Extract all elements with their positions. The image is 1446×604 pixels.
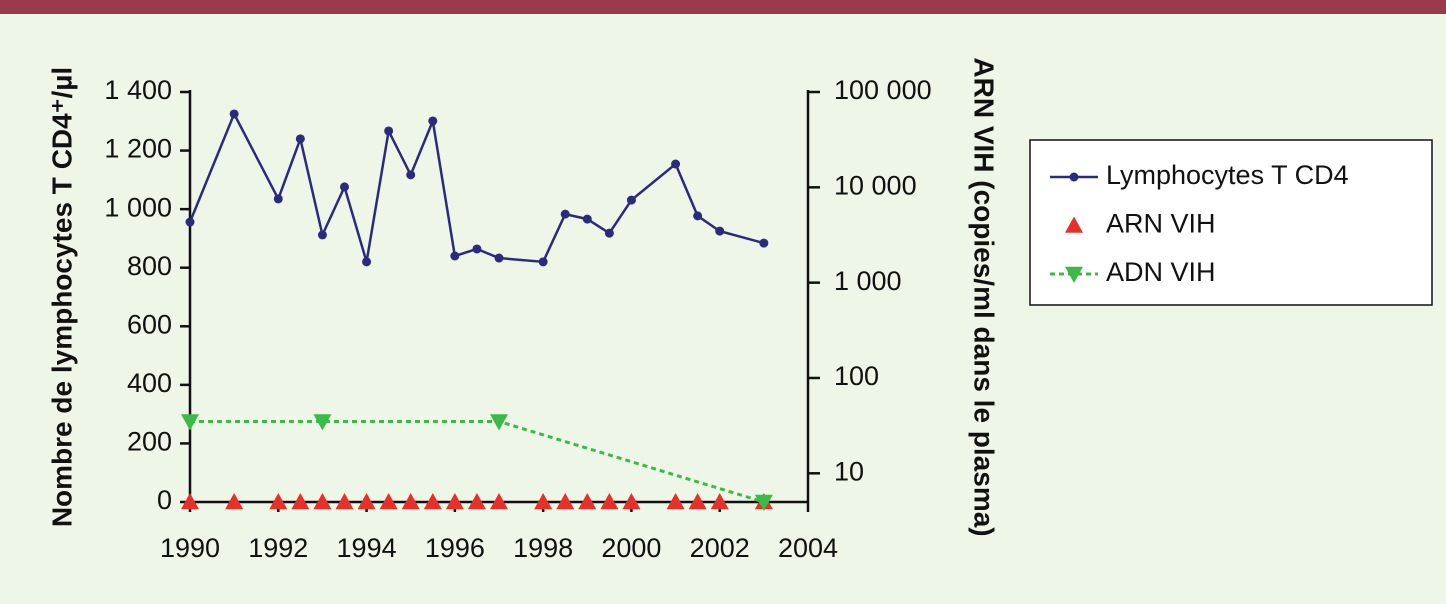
point xyxy=(472,244,482,254)
point xyxy=(225,493,244,510)
legend xyxy=(1029,139,1433,306)
point xyxy=(467,493,486,510)
point xyxy=(560,209,570,219)
point xyxy=(556,493,575,510)
x-tick-label: 2000 xyxy=(601,533,661,563)
point xyxy=(666,493,685,510)
legend-marker xyxy=(1069,172,1079,182)
point xyxy=(693,211,703,221)
legend-label: ADN VIH xyxy=(1106,257,1216,287)
point xyxy=(578,493,597,510)
point xyxy=(423,493,442,510)
y2-tick-label: 10 xyxy=(834,456,864,486)
point xyxy=(754,494,773,511)
point xyxy=(710,493,729,510)
legend-marker xyxy=(1065,266,1083,283)
point xyxy=(313,493,332,510)
point xyxy=(317,230,327,240)
point xyxy=(671,159,681,169)
point xyxy=(273,194,283,204)
legend-marker xyxy=(1065,216,1083,233)
point xyxy=(362,257,372,267)
point xyxy=(604,228,614,238)
series-line xyxy=(188,110,765,264)
x-tick-label: 1996 xyxy=(425,533,485,563)
y2-tick-label: 100 000 xyxy=(834,75,932,105)
point xyxy=(185,217,195,227)
y-tick-label: 1 400 xyxy=(104,75,172,105)
x-tick-label: 1998 xyxy=(513,533,573,563)
point xyxy=(626,195,636,205)
point xyxy=(715,226,725,236)
point xyxy=(428,116,438,126)
legend-label: Lymphocytes T CD4 xyxy=(1106,160,1349,190)
top-bar xyxy=(0,0,1446,14)
point xyxy=(379,493,398,510)
point xyxy=(445,493,464,510)
point xyxy=(384,126,394,136)
y-tick-label: 200 xyxy=(127,427,172,457)
point xyxy=(181,414,199,431)
point xyxy=(406,170,416,180)
point xyxy=(269,493,288,510)
y2-tick-label: 100 xyxy=(834,361,879,391)
x-tick-label: 1994 xyxy=(337,533,397,563)
y-tick-label: 1 000 xyxy=(104,192,172,222)
y-axis-title: Nombre de lymphocytes T CD4⁺/µl xyxy=(46,67,77,527)
x-tick-label: 2002 xyxy=(690,533,750,563)
y2-axis-title: ARN VIH (copies/ml dans le plasma) xyxy=(969,57,1000,536)
point xyxy=(181,493,199,510)
point xyxy=(295,134,305,144)
y-tick-label: 600 xyxy=(127,309,172,339)
y-tick-label: 800 xyxy=(127,251,172,281)
legend-label: ARN VIH xyxy=(1106,209,1216,239)
point xyxy=(335,493,354,510)
point xyxy=(759,238,769,248)
y-tick-label: 1 200 xyxy=(104,134,172,164)
y-tick-label: 0 xyxy=(157,485,172,515)
point xyxy=(600,493,619,510)
x-tick-label: 2004 xyxy=(778,533,838,563)
y2-tick-label: 1 000 xyxy=(834,266,902,296)
point xyxy=(494,253,504,263)
point xyxy=(534,493,553,510)
point xyxy=(490,414,508,431)
point xyxy=(401,493,420,510)
point xyxy=(582,214,592,224)
y-tick-label: 400 xyxy=(127,368,172,398)
series-line xyxy=(190,419,765,504)
point xyxy=(229,109,239,119)
point xyxy=(313,414,332,431)
point xyxy=(490,493,508,510)
point xyxy=(340,182,349,192)
point xyxy=(291,493,310,510)
point xyxy=(450,251,460,261)
point xyxy=(622,493,641,510)
y2-tick-label: 10 000 xyxy=(834,170,917,200)
point xyxy=(688,493,707,510)
point xyxy=(538,257,548,267)
x-tick-label: 1992 xyxy=(248,533,308,563)
point xyxy=(357,493,376,510)
x-tick-label: 1990 xyxy=(160,533,220,563)
